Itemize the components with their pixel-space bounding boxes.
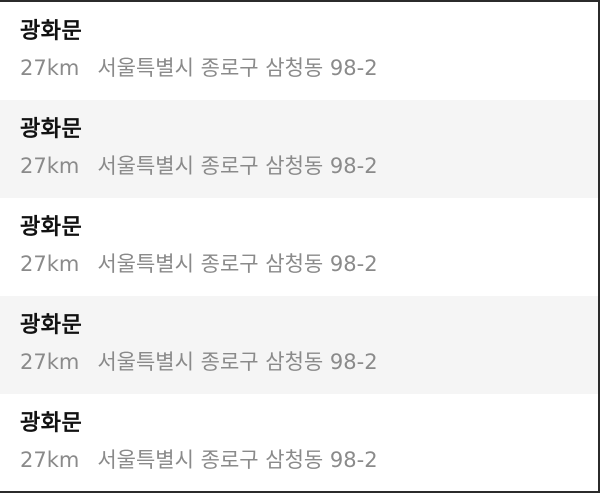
- location-name: 광화문: [20, 19, 83, 44]
- location-name: 광화문: [20, 117, 83, 142]
- location-name: 광화문: [20, 215, 83, 240]
- location-result-item[interactable]: 광화문 27km 서울특별시 종로구 삼청동 98-2: [0, 296, 598, 394]
- location-address: 서울특별시 종로구 삼청동 98-2: [97, 154, 378, 178]
- location-distance: 27km: [20, 350, 80, 374]
- location-distance: 27km: [20, 56, 80, 80]
- location-address: 서울특별시 종로구 삼청동 98-2: [97, 56, 378, 80]
- location-distance: 27km: [20, 252, 80, 276]
- location-name: 광화문: [20, 411, 83, 436]
- location-name: 광화문: [20, 313, 83, 338]
- location-address: 서울특별시 종로구 삼청동 98-2: [97, 350, 378, 374]
- location-result-item[interactable]: 광화문 27km 서울특별시 종로구 삼청동 98-2: [0, 198, 598, 296]
- location-result-item[interactable]: 광화문 27km 서울특별시 종로구 삼청동 98-2: [0, 100, 598, 198]
- location-address: 서울특별시 종로구 삼청동 98-2: [97, 252, 378, 276]
- location-meta: 27km 서울특별시 종로구 삼청동 98-2: [20, 445, 598, 475]
- location-meta: 27km 서울특별시 종로구 삼청동 98-2: [20, 53, 598, 83]
- location-distance: 27km: [20, 154, 80, 178]
- location-address: 서울특별시 종로구 삼청동 98-2: [97, 448, 378, 472]
- location-meta: 27km 서울특별시 종로구 삼청동 98-2: [20, 249, 598, 279]
- location-distance: 27km: [20, 448, 80, 472]
- location-meta: 27km 서울특별시 종로구 삼청동 98-2: [20, 151, 598, 181]
- location-result-item[interactable]: 광화문 27km 서울특별시 종로구 삼청동 98-2: [0, 394, 598, 491]
- location-meta: 27km 서울특별시 종로구 삼청동 98-2: [20, 347, 598, 377]
- location-result-item[interactable]: 광화문 27km 서울특별시 종로구 삼청동 98-2: [0, 2, 598, 100]
